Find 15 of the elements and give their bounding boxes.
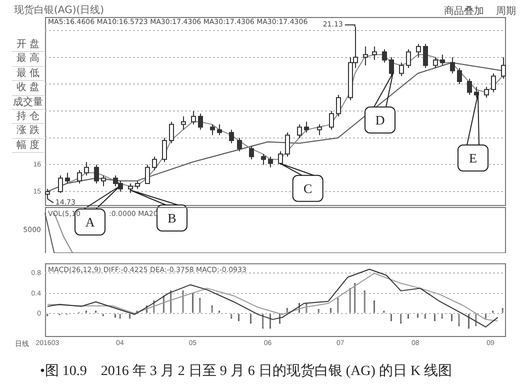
annotation: 商品叠加	[444, 4, 484, 18]
text: 最 低	[12, 66, 44, 82]
text: 最 高	[12, 52, 44, 67]
annotation: C	[304, 180, 312, 196]
text: 收 盘	[12, 81, 44, 96]
text: 幅 度	[12, 138, 44, 154]
annotation: E	[469, 150, 478, 166]
text: 持 仓	[12, 110, 44, 124]
text: 涨 跌	[12, 124, 44, 139]
chart-title: 现货白银(AG)(日线)	[14, 4, 104, 17]
annotation: D	[375, 112, 385, 128]
text: 开 盘	[12, 38, 44, 52]
text: 成交量	[12, 96, 44, 110]
text: •图 10.9 2016 年 3 月 2 日至 9 月 6 日的现货白银 (AG) 的日 K 线图	[40, 362, 452, 380]
annotation: 周期	[496, 4, 516, 18]
